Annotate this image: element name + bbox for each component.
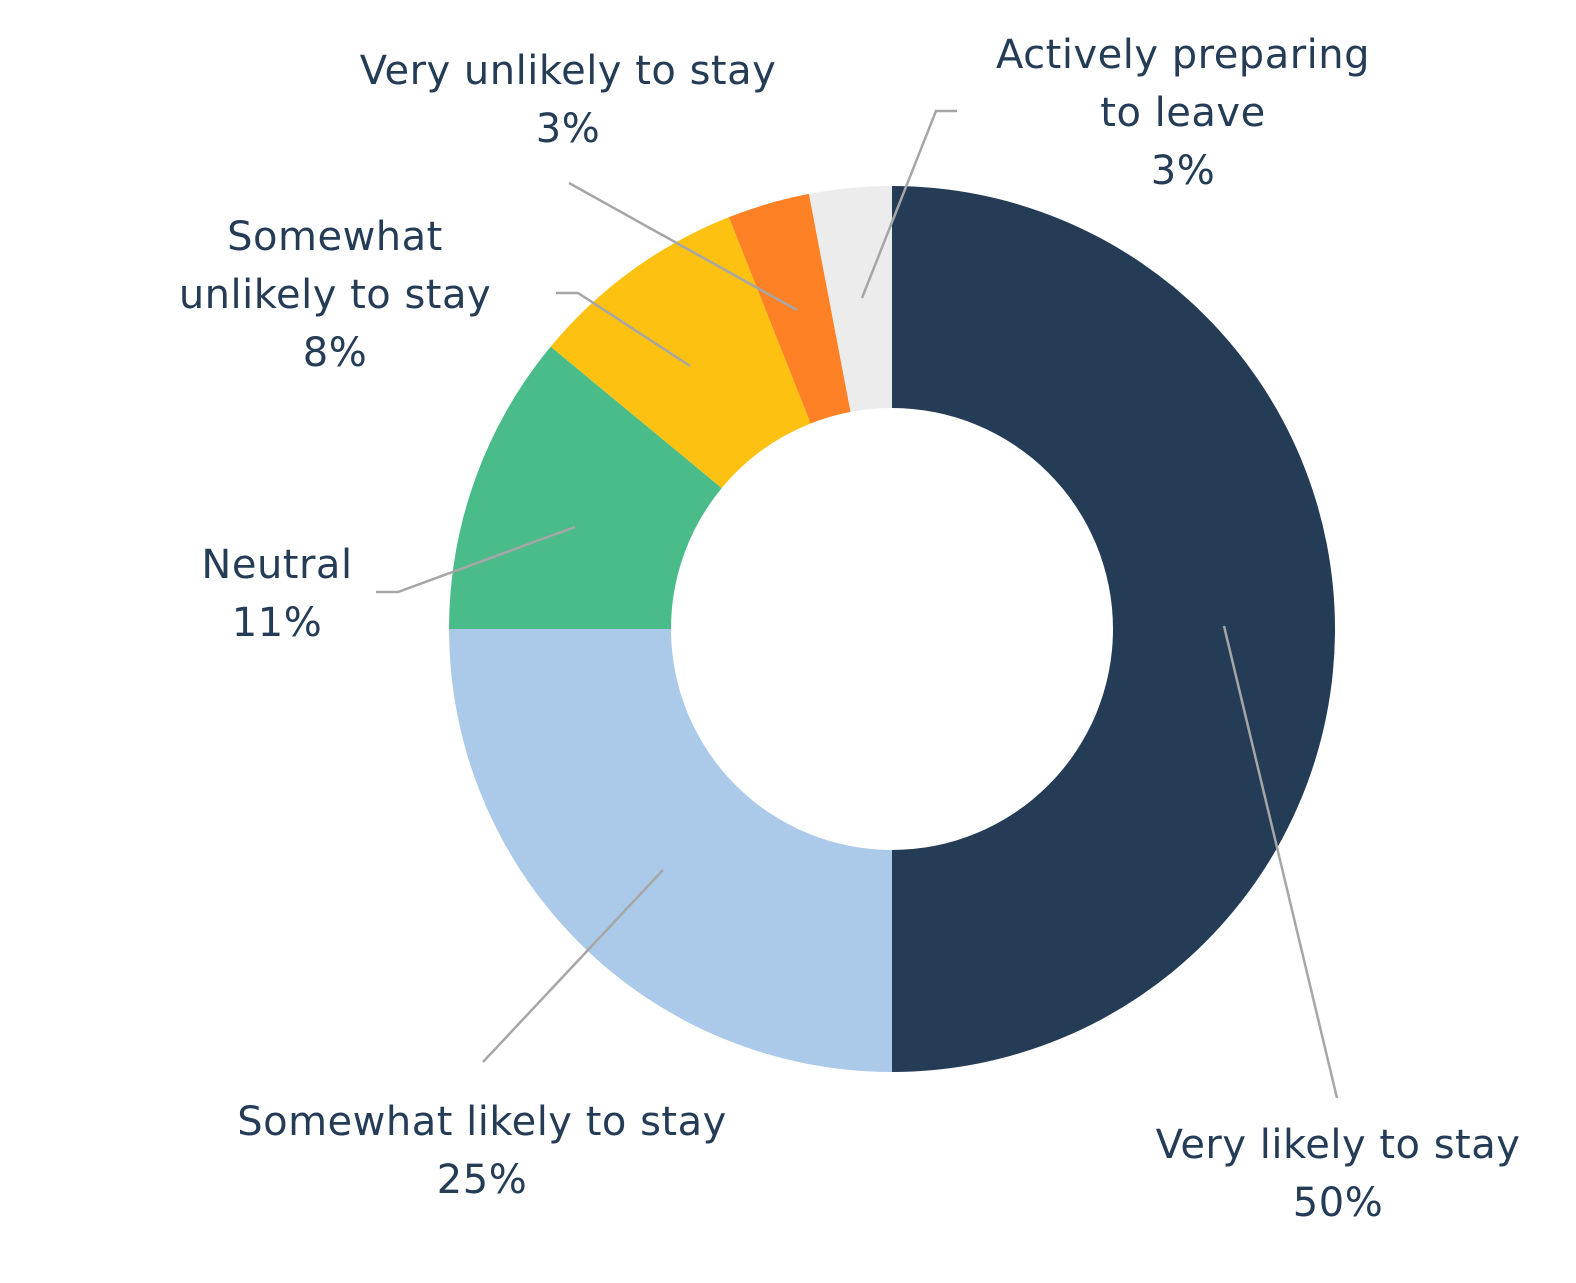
- label-actively-preparing-to-leave: Actively preparing to leave 3%: [996, 32, 1370, 194]
- leader-line-somewhat-unlikely-to-stay: [556, 291, 691, 368]
- value-label: 11%: [232, 600, 322, 646]
- leader-line-very-likely-to-stay: [1222, 625, 1339, 1099]
- slice-somewhat-likely-to-stay: [449, 629, 892, 1072]
- label-very-likely-to-stay: Very likely to stay 50%: [1156, 1122, 1521, 1226]
- slice-somewhat-unlikely-to-stay: [550, 217, 811, 489]
- value-label: 8%: [303, 330, 367, 376]
- leader-line-somewhat-likely-to-stay: [482, 869, 664, 1063]
- label-somewhat-unlikely-to-stay: Somewhat unlikely to stay 8%: [179, 214, 491, 376]
- slice-neutral: [449, 346, 722, 629]
- donut-slices: [449, 186, 1335, 1072]
- slice-very-likely-to-stay: [892, 186, 1335, 1072]
- category-label: Actively preparing: [996, 32, 1370, 78]
- slice-labels: Very likely to stay 50% Somewhat likely to…: [179, 32, 1521, 1226]
- leader-line-actively-preparing-to-leave: [860, 109, 957, 299]
- leader-line-neutral: [376, 525, 576, 594]
- label-somewhat-likely-to-stay: Somewhat likely to stay 25%: [237, 1099, 727, 1203]
- value-label: 3%: [1151, 148, 1215, 194]
- slice-actively-preparing-to-leave: [808, 186, 892, 412]
- category-label: Very likely to stay: [1156, 1122, 1521, 1168]
- leader-lines: [376, 109, 1339, 1099]
- category-label: Somewhat: [227, 214, 443, 260]
- label-very-unlikely-to-stay: Very unlikely to stay 3%: [360, 48, 777, 152]
- category-label: unlikely to stay: [179, 272, 491, 318]
- slice-very-unlikely-to-stay: [728, 193, 851, 424]
- value-label: 3%: [536, 106, 600, 152]
- category-label: Neutral: [201, 542, 352, 588]
- category-label: to leave: [1100, 90, 1265, 136]
- category-label: Somewhat likely to stay: [237, 1099, 727, 1145]
- category-label: Very unlikely to stay: [360, 48, 777, 94]
- value-label: 25%: [437, 1157, 527, 1203]
- label-neutral: Neutral 11%: [201, 542, 352, 646]
- value-label: 50%: [1293, 1180, 1383, 1226]
- leader-line-very-unlikely-to-stay: [568, 181, 798, 312]
